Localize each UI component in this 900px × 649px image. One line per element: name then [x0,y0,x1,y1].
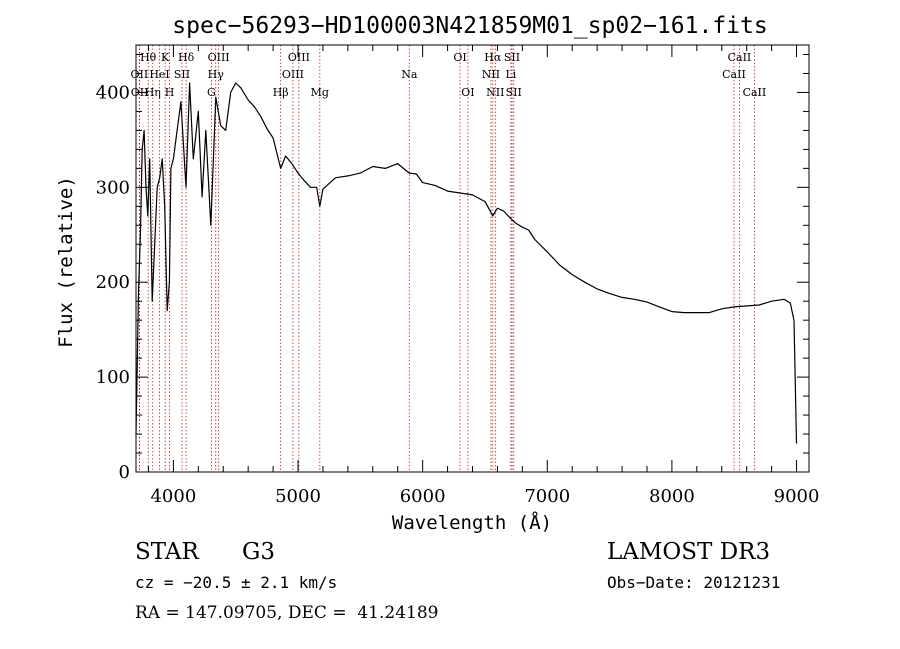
plot-frame [135,44,810,473]
y-tick-label: 300 [96,177,130,198]
line-label: G [207,86,216,99]
x-tick-label: 7000 [524,486,570,507]
x-tick-label: 5000 [275,486,321,507]
line-label: Hδ [178,51,195,64]
line-label: NII [486,86,504,99]
redshift-cz: cz = −20.5 ± 2.1 km/s [135,573,338,592]
y-tick-label: 0 [119,462,130,483]
line-label: OIII [288,51,310,64]
x-tick-label: 8000 [649,486,695,507]
chart-title: spec−56293−HD100003N421859M01_sp02−161.f… [172,13,767,39]
line-label: Hβ [273,86,289,99]
line-label: CaII [728,51,752,64]
line-label: SII [506,86,522,99]
y-axis-ticks: 0 100 200 300 400 [96,53,809,483]
line-label: HeI [149,68,169,81]
line-label: Hα [484,51,502,64]
line-label: CaII [743,86,767,99]
y-tick-label: 100 [96,367,130,388]
line-label: K [161,51,170,64]
y-tick-label: 200 [96,272,130,293]
x-axis-ticks: 4000 5000 6000 7000 8000 9000 [147,45,820,507]
line-label: SII [504,51,520,64]
line-label: Hθ [140,51,157,64]
survey-name: LAMOST DR3 [607,539,771,565]
line-label: Li [505,68,516,81]
x-tick-label: 9000 [774,486,820,507]
line-label: OIII [282,68,304,81]
line-label: H [165,86,175,99]
line-label: Mg [311,86,329,99]
observation-date: Obs−Date: 20121231 [607,573,781,592]
line-label: Hη [145,86,161,99]
line-label: NII [482,68,500,81]
y-tick-label: 400 [96,82,130,103]
line-label: OII [131,68,149,81]
line-label: Hγ [208,68,225,81]
x-tick-label: 6000 [400,486,446,507]
emission-lines [138,45,755,472]
coordinates: RA = 147.09705, DEC = 41.24189 [135,603,439,623]
flux-line [135,82,798,444]
line-label: OI [453,51,466,64]
line-label: SII [174,68,190,81]
x-axis-label: Wavelength (Å) [392,511,552,534]
x-tick-label: 4000 [150,486,196,507]
line-label: Na [401,68,418,81]
line-label: OI [461,86,474,99]
object-class: STAR [135,539,199,565]
y-axis-label: Flux (relative) [55,176,77,348]
line-label: CaII [722,68,746,81]
object-subclass: G3 [242,539,276,565]
line-label: OIII [208,51,230,64]
